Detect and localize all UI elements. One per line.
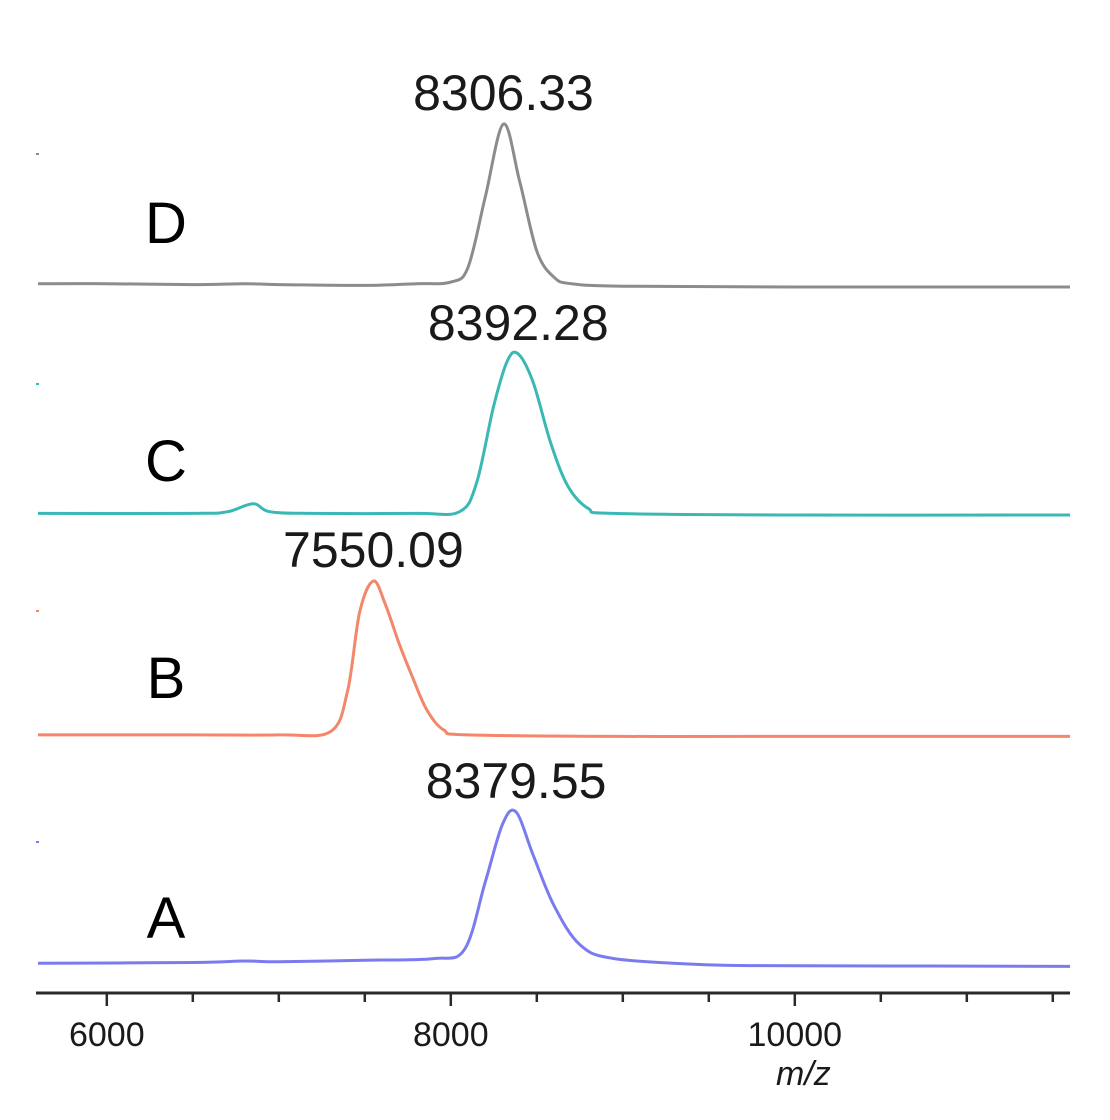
trace-b-label: B xyxy=(147,646,186,711)
trace-d: D 8306.33 xyxy=(36,65,1071,289)
trace-a-label: A xyxy=(147,886,186,951)
trace-a-line xyxy=(37,808,1071,968)
traces-layer: D 8306.33 C 8392.28 B 7550.09 A 8379.55 xyxy=(36,65,1071,968)
trace-c-label: C xyxy=(145,429,187,494)
trace-b: B 7550.09 xyxy=(36,522,1070,739)
x-axis: 6000 8000 10000 m/z xyxy=(36,991,1070,1093)
trace-d-label: D xyxy=(145,191,187,256)
trace-b-peak-label: 7550.09 xyxy=(283,522,464,578)
x-tick-label: 6000 xyxy=(69,1016,145,1054)
x-axis-title: m/z xyxy=(776,1055,831,1093)
x-tick-label: 10000 xyxy=(748,1016,843,1054)
trace-a-peak-label: 8379.55 xyxy=(426,753,607,809)
trace-c-peak-label: 8392.28 xyxy=(428,295,609,351)
trace-d-line xyxy=(37,122,1071,289)
trace-c-line xyxy=(37,350,1071,517)
trace-a: A 8379.55 xyxy=(36,753,1071,968)
trace-d-peak-label: 8306.33 xyxy=(413,65,594,121)
x-tick-label: 8000 xyxy=(413,1016,489,1054)
trace-c: C 8392.28 xyxy=(36,295,1071,517)
trace-b-line xyxy=(38,579,1070,739)
x-axis-ticks: 6000 8000 10000 xyxy=(69,993,1055,1054)
